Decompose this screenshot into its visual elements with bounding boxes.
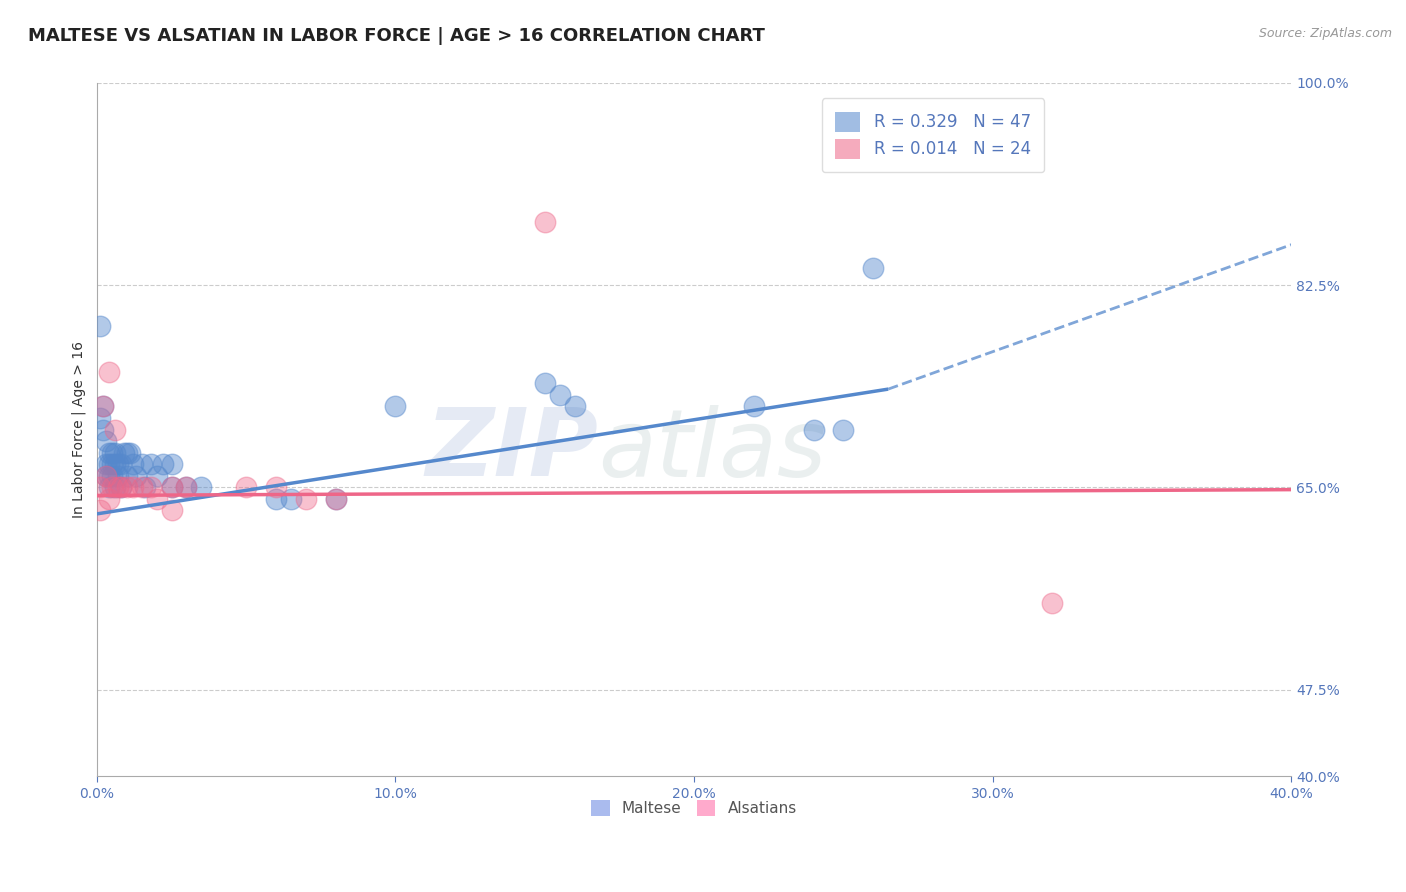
Point xyxy=(104,480,127,494)
Point xyxy=(94,457,117,471)
Point xyxy=(832,423,855,437)
Point xyxy=(131,457,153,471)
Point xyxy=(89,411,111,425)
Point xyxy=(1042,596,1064,610)
Y-axis label: In Labor Force | Age > 16: In Labor Force | Age > 16 xyxy=(72,341,86,518)
Point xyxy=(742,400,765,414)
Point xyxy=(115,468,138,483)
Point xyxy=(97,480,120,494)
Text: MALTESE VS ALSATIAN IN LABOR FORCE | AGE > 16 CORRELATION CHART: MALTESE VS ALSATIAN IN LABOR FORCE | AGE… xyxy=(28,27,765,45)
Point xyxy=(803,423,825,437)
Point xyxy=(115,445,138,459)
Point xyxy=(160,503,183,517)
Point xyxy=(104,423,127,437)
Point xyxy=(107,457,129,471)
Point xyxy=(264,480,287,494)
Point xyxy=(91,423,114,437)
Point xyxy=(115,480,138,494)
Point xyxy=(160,457,183,471)
Point xyxy=(533,376,555,391)
Point xyxy=(89,480,111,494)
Point xyxy=(110,480,132,494)
Point xyxy=(97,468,120,483)
Point xyxy=(94,434,117,449)
Point xyxy=(124,468,146,483)
Legend: Maltese, Alsatians: Maltese, Alsatians xyxy=(583,793,804,824)
Point xyxy=(139,457,162,471)
Point xyxy=(121,457,143,471)
Point xyxy=(107,480,129,494)
Point xyxy=(325,491,347,506)
Text: ZIP: ZIP xyxy=(426,404,599,496)
Point xyxy=(145,468,167,483)
Text: atlas: atlas xyxy=(599,405,827,496)
Point xyxy=(97,365,120,379)
Point xyxy=(91,400,114,414)
Point xyxy=(101,468,124,483)
Point xyxy=(97,491,120,506)
Point xyxy=(145,491,167,506)
Point xyxy=(121,480,143,494)
Point xyxy=(264,491,287,506)
Point xyxy=(110,480,132,494)
Point xyxy=(152,457,174,471)
Point xyxy=(110,457,132,471)
Point xyxy=(134,480,156,494)
Text: Source: ZipAtlas.com: Source: ZipAtlas.com xyxy=(1258,27,1392,40)
Point xyxy=(89,318,111,333)
Point xyxy=(295,491,318,506)
Point xyxy=(862,260,884,275)
Point xyxy=(101,445,124,459)
Point xyxy=(94,468,117,483)
Point xyxy=(325,491,347,506)
Point xyxy=(131,480,153,494)
Point xyxy=(533,214,555,228)
Point xyxy=(89,503,111,517)
Point xyxy=(91,400,114,414)
Point xyxy=(118,445,141,459)
Point xyxy=(112,445,135,459)
Point xyxy=(160,480,183,494)
Point xyxy=(107,468,129,483)
Point xyxy=(235,480,257,494)
Point xyxy=(97,457,120,471)
Point xyxy=(94,468,117,483)
Point xyxy=(384,400,406,414)
Point xyxy=(564,400,586,414)
Point xyxy=(160,480,183,494)
Point xyxy=(176,480,198,494)
Point xyxy=(104,445,127,459)
Point xyxy=(190,480,212,494)
Point xyxy=(139,480,162,494)
Point xyxy=(548,388,571,402)
Point xyxy=(280,491,302,506)
Point xyxy=(104,457,127,471)
Point xyxy=(101,480,124,494)
Point xyxy=(176,480,198,494)
Point xyxy=(101,457,124,471)
Point xyxy=(97,445,120,459)
